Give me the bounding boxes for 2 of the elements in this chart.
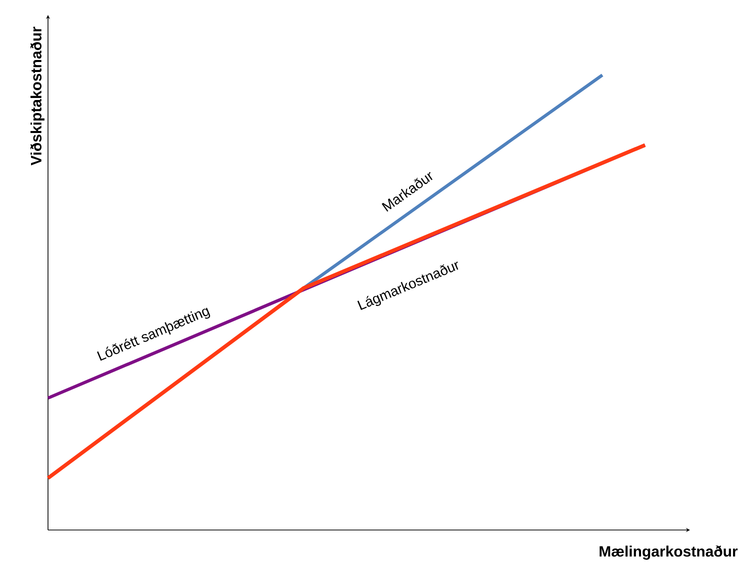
y-axis-title: Viðskiptakostnaður (30, 26, 44, 166)
x-axis-title: Mælingarkostnaður (600, 546, 738, 560)
